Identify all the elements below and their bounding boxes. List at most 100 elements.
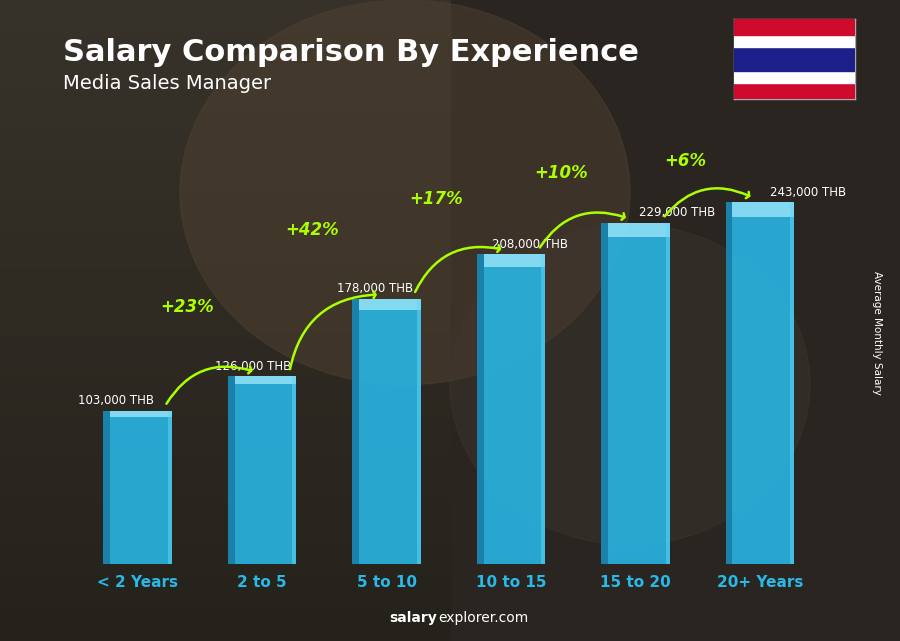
Bar [0, 532, 450, 538]
Bar [0, 0, 450, 6]
Bar [0, 417, 450, 423]
Bar [0, 628, 450, 635]
Bar [0, 558, 450, 564]
Bar [0, 564, 450, 570]
Bar [0, 378, 450, 385]
Bar [0, 295, 450, 301]
Bar [0, 141, 450, 147]
Bar [0, 474, 450, 481]
Bar [665, 223, 670, 564]
Text: 178,000 THB: 178,000 THB [337, 283, 413, 296]
Bar [0, 128, 450, 135]
Bar [0, 83, 450, 90]
Bar [0, 429, 450, 436]
Bar [0, 622, 450, 628]
Bar [0, 583, 450, 590]
Text: Media Sales Manager: Media Sales Manager [63, 74, 271, 93]
Bar [601, 223, 670, 564]
Text: +23%: +23% [160, 299, 214, 317]
Bar [0, 308, 450, 314]
Bar [541, 254, 545, 564]
Bar [734, 83, 855, 99]
Bar [477, 254, 483, 564]
Bar [0, 449, 450, 455]
Bar [0, 391, 450, 397]
Text: 229,000 THB: 229,000 THB [639, 206, 716, 219]
Bar [734, 19, 855, 35]
Text: +17%: +17% [410, 190, 464, 208]
Bar [0, 353, 450, 359]
Bar [0, 526, 450, 532]
Bar [0, 64, 450, 71]
Bar [0, 609, 450, 615]
Bar [0, 340, 450, 346]
Bar [0, 288, 450, 295]
Bar [228, 376, 235, 564]
Bar [0, 423, 450, 429]
Bar [0, 577, 450, 583]
Bar [0, 51, 450, 58]
Bar [0, 468, 450, 474]
Bar [0, 90, 450, 96]
Bar [0, 333, 450, 340]
Bar [0, 494, 450, 500]
Bar [0, 603, 450, 609]
Bar [0, 615, 450, 622]
Bar [0, 122, 450, 128]
Bar [608, 223, 670, 237]
Text: explorer.com: explorer.com [438, 611, 528, 625]
Bar [0, 205, 450, 212]
Bar [0, 596, 450, 603]
Bar [0, 199, 450, 205]
Bar [0, 26, 450, 32]
Bar [0, 58, 450, 64]
Bar [0, 590, 450, 596]
Bar [235, 376, 296, 384]
Bar [0, 167, 450, 173]
Bar [0, 359, 450, 365]
Bar [0, 410, 450, 417]
Bar [483, 254, 545, 267]
Bar [352, 299, 359, 564]
Bar [0, 135, 450, 141]
Bar [0, 462, 450, 468]
Bar [0, 32, 450, 38]
Bar [0, 38, 450, 45]
Bar [0, 109, 450, 115]
Bar [0, 487, 450, 494]
Bar [417, 299, 421, 564]
Bar [0, 538, 450, 545]
Bar [0, 385, 450, 391]
Bar [0, 173, 450, 179]
Bar [0, 147, 450, 154]
Bar [104, 411, 111, 564]
Bar [0, 301, 450, 308]
Bar [359, 299, 421, 310]
Bar [0, 404, 450, 410]
Bar [0, 263, 450, 269]
Bar [228, 376, 296, 564]
Bar [0, 237, 450, 244]
Bar [0, 192, 450, 199]
Bar [0, 224, 450, 231]
Bar [0, 545, 450, 551]
Bar [0, 19, 450, 26]
Bar [0, 77, 450, 83]
Bar [734, 35, 855, 47]
Bar [0, 519, 450, 526]
Bar [725, 203, 733, 564]
Text: 208,000 THB: 208,000 THB [492, 238, 568, 251]
Bar [352, 299, 421, 564]
Bar [477, 254, 545, 564]
Bar [111, 411, 172, 417]
Bar [0, 372, 450, 378]
Bar [0, 269, 450, 276]
Bar [601, 223, 608, 564]
Text: +10%: +10% [534, 163, 588, 181]
Bar [0, 635, 450, 641]
Text: 103,000 THB: 103,000 THB [78, 394, 154, 407]
Bar [0, 365, 450, 372]
Bar [0, 231, 450, 237]
Bar [104, 411, 172, 564]
Bar [0, 179, 450, 186]
